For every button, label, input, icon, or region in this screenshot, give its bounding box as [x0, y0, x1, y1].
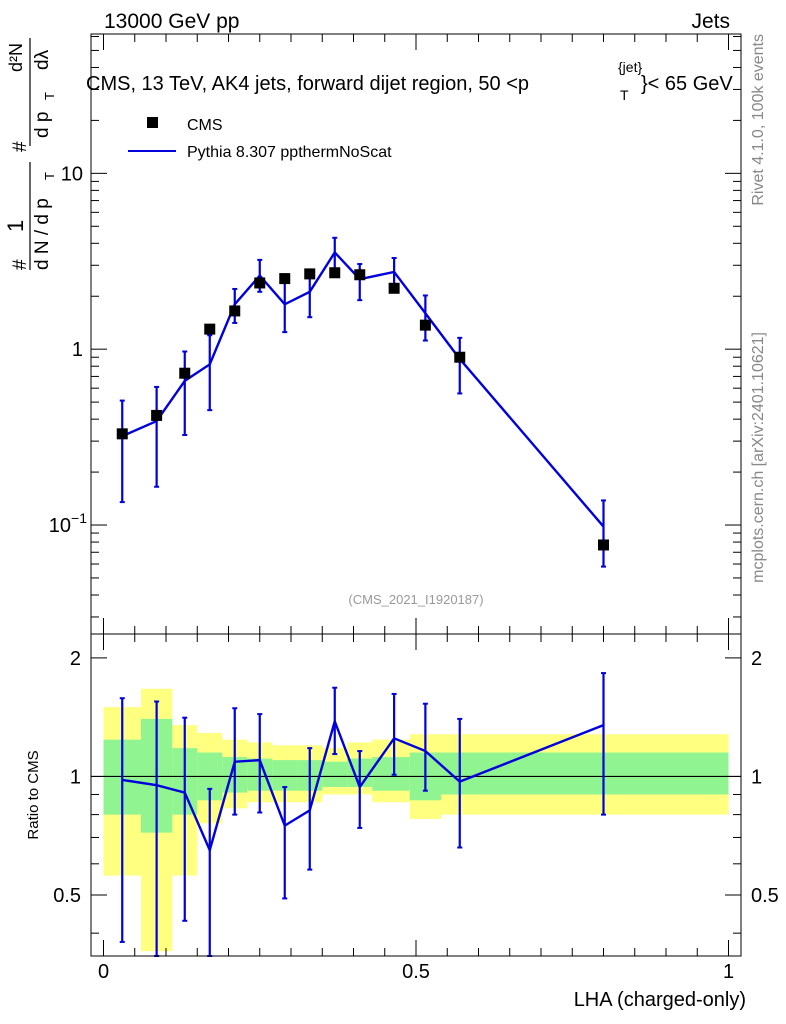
cms-data-point	[304, 268, 315, 279]
header-right-label: Jets	[691, 10, 730, 33]
cms-data-point	[279, 273, 290, 284]
cms-data-point	[117, 428, 128, 439]
main-panel: 10−1 1 10 CMS, 13 TeV, AK4 jets, forward d…	[3, 34, 741, 634]
x-tick-label: 1	[723, 961, 734, 983]
main-y-tick-label: 10−1	[49, 510, 87, 537]
cms-data-point	[389, 283, 400, 294]
ylabel-T: T	[42, 172, 57, 180]
title-main: CMS, 13 TeV, AK4 jets, forward dijet reg…	[86, 73, 529, 95]
cms-data-point	[598, 539, 609, 550]
ratio-y-tick-label-right: 0.5	[751, 885, 779, 907]
cms-data-point	[354, 269, 365, 280]
cms-data-point	[254, 277, 265, 288]
x-axis-label: LHA (charged-only)	[574, 989, 746, 1011]
ratio-y-tick-label-right: 2	[751, 648, 762, 670]
ratio-y-tick-label-left: 1	[70, 766, 81, 788]
chart-figure: 13000 GeV pp Jets Rivet 4.1.0, 100k even…	[0, 0, 786, 1024]
title-end: }< 65 GeV	[641, 73, 733, 95]
legend-label-cms: CMS	[187, 117, 223, 134]
cms-data-point	[204, 324, 215, 335]
legend-label-pythia: Pythia 8.307 ppthermNoScat	[187, 144, 392, 161]
ratio-panel: 0.5 0.5 1 1 2 2 0 0.5 1 Ratio to CMS LHA (charge…	[25, 634, 779, 1011]
ylabel-dpT: d p	[32, 112, 53, 138]
cms-data-point	[420, 320, 431, 331]
svg-text:CMS, 13 TeV, AK4 jets, forward: CMS, 13 TeV, AK4 jets, forward dijet reg…	[86, 73, 529, 95]
rivet-label: Rivet 4.1.0, 100k events	[750, 34, 767, 206]
ylabel-dl: dλ	[32, 49, 53, 70]
ylabel-dN: d N / d p	[32, 198, 53, 270]
ratio-y-axis-label: Ratio to CMS	[25, 750, 42, 839]
ratio-y-tick-label-right: 1	[751, 766, 762, 788]
main-y-tick-label: 1	[72, 339, 83, 361]
watermark: (CMS_2021_I1920187)	[348, 592, 483, 607]
x-tick-label: 0	[98, 961, 109, 983]
header-left-label: 13000 GeV pp	[104, 10, 239, 33]
ylabel-hash2: #	[10, 141, 31, 152]
main-y-tick-label: 10	[61, 163, 83, 185]
ratio-y-tick-label-left: 0.5	[53, 885, 81, 907]
ylabel-T2: T	[42, 92, 57, 100]
uncertainty-band-green	[322, 762, 347, 787]
title-sup: {jet}	[618, 59, 642, 75]
cms-data-point	[329, 267, 340, 278]
ratio-y-tick-label-left: 2	[70, 648, 81, 670]
cms-data-point	[151, 410, 162, 421]
x-tick-label: 0.5	[402, 961, 430, 983]
ylabel-hash: #	[10, 259, 31, 270]
cms-data-point	[229, 305, 240, 316]
mcplots-label: mcplots.cern.ch [arXiv:2401.10621]	[750, 332, 767, 583]
cms-data-point	[179, 368, 190, 379]
ylabel-one: 1	[3, 220, 28, 232]
main-y-axis-label: # 1 d N / d p T # d²N d p T dλ	[3, 38, 57, 270]
cms-data-point	[454, 352, 465, 363]
title-sub: T	[620, 87, 629, 103]
legend-marker-cms	[147, 117, 158, 128]
ylabel-d2N: d²N	[6, 43, 26, 72]
